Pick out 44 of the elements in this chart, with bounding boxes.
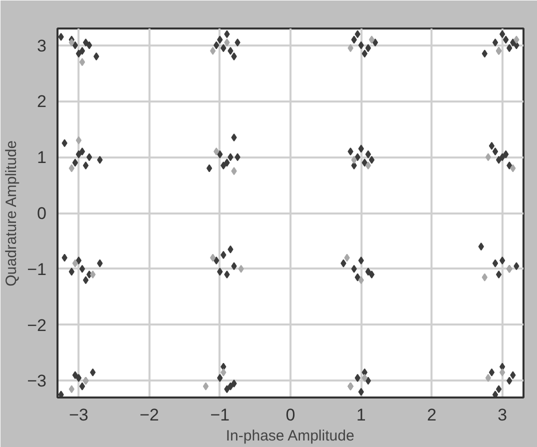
y-axis-title: Quadrature Amplitude <box>3 140 20 286</box>
y-tick-label: 1 <box>37 148 47 168</box>
point <box>68 164 74 172</box>
x-tick-label: −1 <box>210 406 230 424</box>
point <box>510 164 516 172</box>
y-tick-label: −2 <box>27 316 47 335</box>
point <box>90 270 96 278</box>
point <box>68 38 74 46</box>
point <box>76 136 82 144</box>
x-tick-label: −2 <box>140 406 159 424</box>
x-axis-title: In-phase Amplitude <box>226 428 354 444</box>
x-tick-label: 2 <box>426 406 436 424</box>
x-tick-label: 0 <box>286 406 296 424</box>
point <box>79 58 86 66</box>
point <box>344 254 350 262</box>
point <box>351 156 357 164</box>
point <box>210 46 216 55</box>
point <box>202 382 209 390</box>
point <box>368 36 375 44</box>
point <box>362 374 368 382</box>
point <box>210 254 216 262</box>
x-tick-label: 3 <box>498 406 508 424</box>
point <box>72 259 78 268</box>
y-tick-label: 2 <box>37 92 47 112</box>
y-tick-label: 3 <box>37 36 47 56</box>
point <box>220 368 226 376</box>
point <box>514 36 520 44</box>
point <box>358 276 364 284</box>
point <box>231 167 237 176</box>
y-tick-label: −3 <box>27 372 47 391</box>
point <box>214 148 220 156</box>
y-tick-label: 0 <box>37 204 47 223</box>
point <box>68 385 74 394</box>
x-tick-label: 1 <box>356 406 366 424</box>
point <box>365 161 371 170</box>
point <box>224 38 230 46</box>
point <box>485 153 492 162</box>
point <box>348 44 354 52</box>
point <box>485 374 492 382</box>
point <box>482 273 488 282</box>
x-tick-label: −3 <box>68 406 88 424</box>
point <box>238 264 244 273</box>
point <box>499 368 506 376</box>
y-tick-label: −1 <box>27 260 47 279</box>
